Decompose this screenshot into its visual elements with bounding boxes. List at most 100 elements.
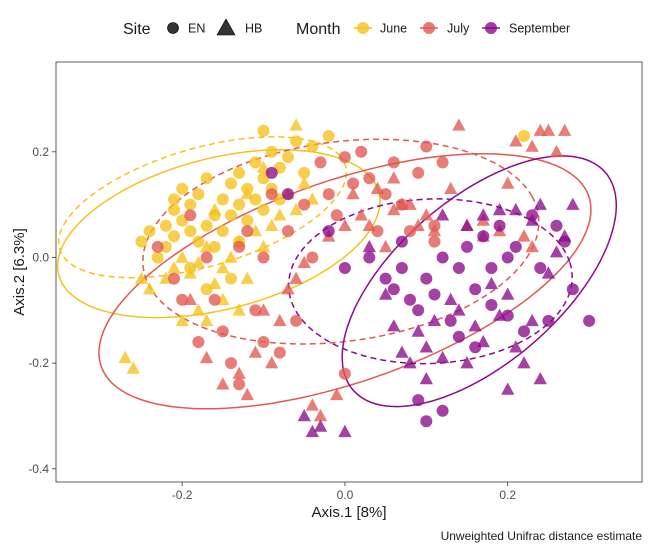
y-tick-label: -0.4 xyxy=(28,462,49,476)
point-july-en xyxy=(338,367,351,380)
point-july-hb xyxy=(387,202,401,216)
point-september-en xyxy=(518,325,530,338)
point-june-en xyxy=(151,251,164,264)
point-july-hb xyxy=(411,218,425,231)
point-june-hb xyxy=(224,250,238,263)
point-september-en xyxy=(469,283,482,296)
point-september-en xyxy=(452,330,465,343)
point-july-hb xyxy=(541,123,556,136)
point-june-hb xyxy=(191,255,206,268)
point-june-hb xyxy=(265,218,279,231)
point-july-en xyxy=(387,156,400,169)
point-june-hb xyxy=(240,187,254,200)
y-tick-label: 0.2 xyxy=(32,145,49,159)
point-june-hb xyxy=(126,361,140,374)
point-september-hb xyxy=(435,208,450,221)
point-june-en xyxy=(200,219,213,232)
point-june-en xyxy=(257,203,270,216)
point-july-en xyxy=(265,188,278,201)
legend-july-label: July xyxy=(447,22,470,36)
x-tick-label: 0.2 xyxy=(499,488,516,502)
point-september-en xyxy=(404,293,416,306)
ellipse-june-hb xyxy=(56,149,381,319)
point-september-en xyxy=(436,404,449,417)
point-july-hb xyxy=(452,118,466,131)
point-june-en xyxy=(322,130,335,142)
point-july-en xyxy=(192,336,205,348)
point-july-en xyxy=(338,151,351,164)
point-july-hb xyxy=(525,239,539,253)
point-june-hb xyxy=(208,202,222,216)
point-july-en xyxy=(379,188,392,201)
x-tick-label: 0.0 xyxy=(337,488,354,502)
points-layer xyxy=(118,118,596,438)
point-july-en xyxy=(412,166,425,179)
point-september-hb xyxy=(468,319,482,332)
point-september-en xyxy=(461,240,473,253)
legend-july-marker xyxy=(423,22,435,34)
point-september-en xyxy=(395,262,408,274)
point-june-en xyxy=(298,166,311,179)
point-june-hb xyxy=(142,282,157,295)
chart-caption: Unweighted Unifrac distance estimate xyxy=(441,529,643,543)
point-september-en xyxy=(509,240,522,253)
point-september-hb xyxy=(501,287,515,300)
point-september-hb xyxy=(533,372,547,385)
point-september-en xyxy=(412,394,425,407)
point-june-en xyxy=(159,240,172,253)
point-july-hb xyxy=(330,387,344,401)
point-september-hb xyxy=(525,213,539,226)
point-september-en xyxy=(363,251,376,264)
point-june-hb xyxy=(118,350,132,364)
point-july-en xyxy=(347,177,360,190)
legend-site-title: Site xyxy=(123,21,151,38)
point-september-en xyxy=(428,288,441,301)
point-july-en xyxy=(216,325,229,338)
point-june-en xyxy=(518,130,530,142)
point-july-hb xyxy=(216,377,230,390)
point-june-en xyxy=(306,140,319,153)
point-september-hb xyxy=(305,424,319,438)
point-september-hb xyxy=(395,345,409,358)
point-june-en xyxy=(233,198,246,211)
point-september-en xyxy=(420,272,433,285)
point-june-en xyxy=(216,225,229,238)
point-june-en xyxy=(257,124,270,137)
point-september-en xyxy=(444,314,457,327)
point-june-hb xyxy=(183,266,197,279)
point-september-en xyxy=(477,230,490,243)
point-july-en xyxy=(298,198,311,211)
point-july-hb xyxy=(419,208,433,221)
point-june-en xyxy=(200,283,213,296)
point-september-en xyxy=(436,251,449,264)
point-september-hb xyxy=(435,350,450,364)
point-june-hb xyxy=(175,313,189,327)
point-july-hb xyxy=(256,303,271,316)
point-september-hb xyxy=(476,208,490,221)
point-july-en xyxy=(168,272,180,285)
point-september-hb xyxy=(476,335,490,348)
point-september-en xyxy=(412,304,425,317)
point-july-en xyxy=(257,336,270,348)
point-september-hb xyxy=(549,245,564,258)
point-june-hb xyxy=(289,118,303,131)
point-june-en xyxy=(176,182,189,195)
point-july-en xyxy=(225,357,237,370)
point-july-hb xyxy=(362,218,376,231)
point-september-en xyxy=(395,235,408,248)
point-july-hb xyxy=(525,139,539,152)
point-june-en xyxy=(192,235,205,248)
legend: Site EN HB Month June July September xyxy=(123,18,570,38)
point-september-en xyxy=(469,341,482,354)
point-july-en xyxy=(420,140,433,153)
legend-september-marker xyxy=(485,22,497,34)
point-june-en xyxy=(168,193,180,206)
point-july-hb xyxy=(199,350,214,364)
point-september-hb xyxy=(379,287,393,300)
point-june-en xyxy=(225,177,237,190)
point-july-en xyxy=(330,209,343,222)
point-july-hb xyxy=(232,366,246,379)
point-june-en xyxy=(265,145,278,158)
point-july-en xyxy=(273,346,286,359)
point-july-hb xyxy=(549,144,564,158)
